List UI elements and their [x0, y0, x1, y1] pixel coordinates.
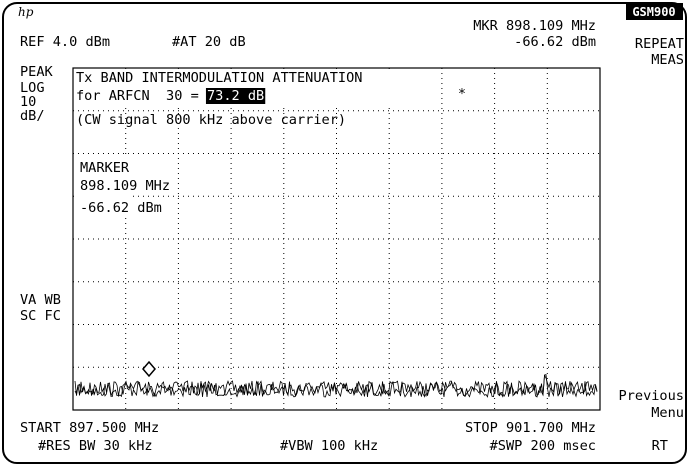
- softkey-label[interactable]: MEAS: [651, 52, 684, 68]
- left-annotation: SC FC: [20, 308, 61, 324]
- marker-level: -66.62 dBm: [514, 34, 596, 50]
- marker-diamond: [142, 360, 156, 378]
- marker-readout-freq: 898.109 MHz: [80, 178, 170, 194]
- video-bandwidth: #VBW 100 kHz: [280, 438, 378, 454]
- mode-badge: [626, 3, 683, 20]
- result-prefix: for ARFCN 30 =: [76, 88, 207, 104]
- marker-label: MARKER: [80, 160, 130, 176]
- left-annotation: PEAK: [20, 64, 54, 80]
- result-title: Tx BAND INTERMODULATION ATTENUATION: [76, 70, 362, 86]
- softkey-label[interactable]: Previous: [619, 388, 684, 404]
- asterisk: *: [458, 86, 466, 102]
- softkey-label[interactable]: Menu: [651, 405, 684, 421]
- left-annotation: LOG: [20, 80, 45, 96]
- result-value-bg: [205, 88, 266, 104]
- graticule-border: [72, 67, 601, 411]
- trace: [74, 374, 598, 398]
- attenuation: #AT 20 dB: [172, 34, 246, 50]
- stop-frequency: STOP 901.700 MHz: [465, 420, 596, 436]
- resolution-bandwidth: #RES BW 30 kHz: [38, 438, 153, 454]
- trace-line: [74, 374, 598, 398]
- left-annotation: dB/: [20, 108, 45, 124]
- softkey-label[interactable]: REPEAT: [635, 36, 684, 52]
- sweep-time: #SWP 200 msec: [490, 438, 596, 454]
- left-annotation: 10: [20, 94, 36, 110]
- marker-box: [74, 156, 132, 218]
- marker-frequency: MKR 898.109 MHz: [473, 18, 596, 34]
- ref-level: REF 4.0 dBm: [20, 34, 110, 50]
- graticule: [73, 68, 600, 410]
- result-value: 73.2 dB: [207, 88, 264, 104]
- trace-line: [74, 374, 598, 398]
- start-frequency: START 897.500 MHz: [20, 420, 159, 436]
- result-line: for ARFCN 30 = 73.2 dB: [76, 88, 264, 104]
- mode: GSM900: [632, 5, 675, 19]
- result-note: (CW signal 800 kHz above carrier): [76, 112, 346, 128]
- left-annotation: VA WB: [20, 292, 61, 308]
- logo: hp: [18, 5, 34, 19]
- rt-label: RT: [652, 438, 668, 454]
- marker-readout-level: -66.62 dBm: [80, 200, 162, 216]
